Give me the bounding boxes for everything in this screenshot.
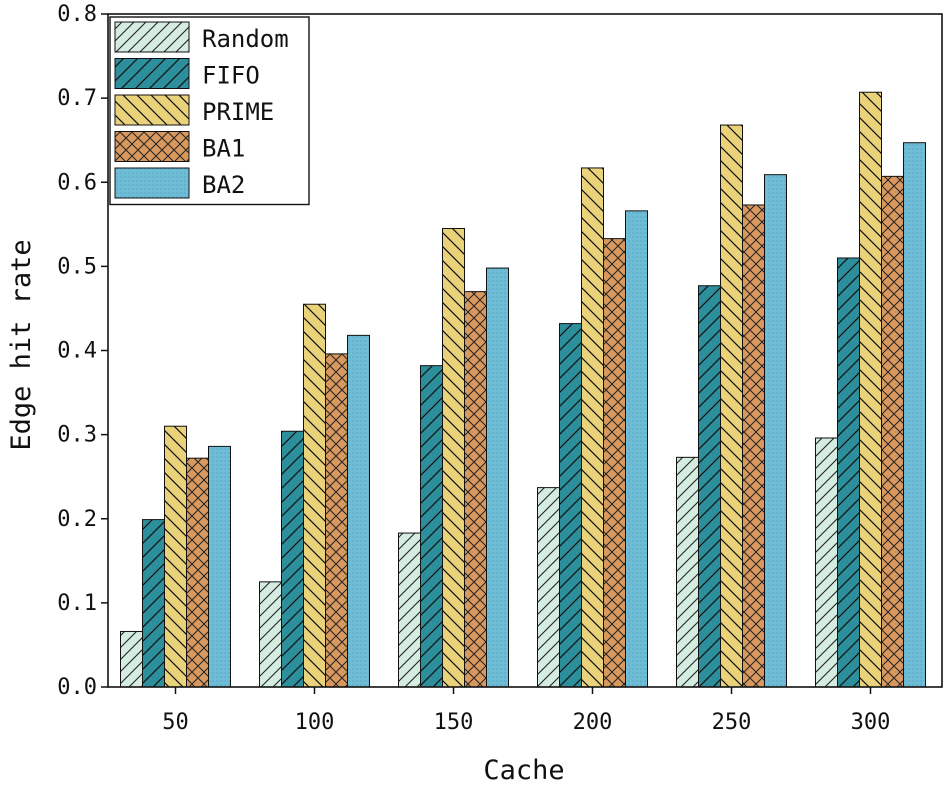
- bar-prime-150: [442, 228, 465, 688]
- bar-ba1-50: [186, 457, 209, 688]
- legend-label-ba1: BA1: [202, 135, 245, 163]
- y-tick-label: 0.2: [57, 507, 97, 532]
- bar-fifo-200: [559, 323, 582, 688]
- x-tick-label: 150: [434, 710, 474, 735]
- bar-random-100: [259, 581, 282, 688]
- y-tick-label: 0.6: [57, 170, 97, 195]
- bar-ba1-200: [603, 238, 626, 688]
- bar-fifo-300: [837, 257, 860, 688]
- bar-fifo-50: [142, 519, 165, 688]
- bar-prime-200: [581, 167, 604, 688]
- bar-prime-50: [164, 425, 187, 688]
- bar-ba2-100: [347, 334, 370, 688]
- x-axis-title: Cache: [483, 755, 564, 786]
- y-tick-label: 0.1: [57, 591, 97, 616]
- bar-ba1-150: [464, 291, 487, 688]
- bar-ba2-200: [625, 210, 648, 688]
- bars-layer: [120, 91, 926, 688]
- x-tick-label: 200: [573, 710, 613, 735]
- y-tick-label: 0.8: [57, 2, 97, 27]
- legend-label-prime: PRIME: [202, 98, 274, 126]
- bar-prime-100: [303, 303, 326, 688]
- bar-fifo-100: [281, 430, 304, 688]
- legend-swatch-prime: [114, 94, 190, 126]
- bar-prime-300: [859, 91, 882, 688]
- bar-ba2-50: [208, 445, 231, 688]
- legend-swatch-ba1: [114, 131, 190, 162]
- bar-random-300: [815, 437, 838, 688]
- bar-prime-250: [720, 124, 743, 688]
- legend-label-random: Random: [202, 25, 289, 53]
- legend-swatch-fifo: [114, 58, 190, 89]
- x-tick-label: 100: [295, 710, 335, 735]
- bar-random-200: [537, 487, 560, 688]
- bar-ba1-250: [742, 204, 765, 688]
- bar-random-250: [676, 456, 699, 688]
- y-tick-label: 0.3: [57, 423, 97, 448]
- x-tick-label: 50: [162, 710, 189, 735]
- x-tick-label: 250: [712, 710, 752, 735]
- bar-ba2-150: [486, 267, 509, 688]
- bar-random-150: [398, 532, 421, 688]
- legend-label-fifo: FIFO: [202, 62, 260, 90]
- bar-fifo-250: [698, 285, 721, 688]
- axes-layer: 0.0 0.1 0.2 0.3 0.4 0.5 0.6 0.7 0.8 50 100 150 200 25…: [57, 2, 943, 735]
- y-axis-title: Edge hit rate: [6, 239, 37, 450]
- legend-swatch-ba2: [114, 167, 190, 199]
- legend-swatch-random: [114, 21, 190, 53]
- bar-random-50: [120, 630, 143, 688]
- y-tick-label: 0.5: [57, 254, 97, 279]
- legend: Random FIFO PRIME BA1 BA2: [109, 16, 310, 206]
- bar-ba2-300: [903, 142, 926, 688]
- y-tick-label: 0.4: [57, 339, 97, 364]
- bar-ba2-250: [764, 174, 787, 688]
- y-tick-label: 0.7: [57, 86, 97, 111]
- bar-fifo-150: [420, 365, 443, 688]
- y-tick-label: 0.0: [57, 675, 97, 700]
- x-tick-label: 300: [851, 710, 891, 735]
- legend-label-ba2: BA2: [202, 171, 245, 199]
- bar-ba1-100: [325, 353, 348, 688]
- bar-ba1-300: [881, 175, 904, 688]
